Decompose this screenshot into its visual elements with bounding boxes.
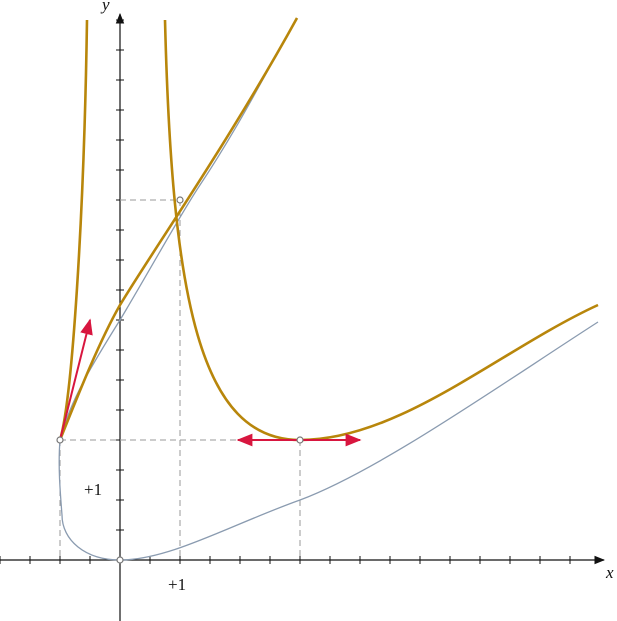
y-unit-label: +1 xyxy=(84,480,102,499)
x-axis-label: x xyxy=(605,563,614,582)
point xyxy=(116,556,124,564)
tangent-arrow xyxy=(59,318,93,441)
gold-right-branch xyxy=(163,19,599,442)
y-axis-label: y xyxy=(100,0,110,14)
gold-left-branch xyxy=(58,19,89,441)
gray-curve xyxy=(58,17,599,561)
point xyxy=(296,436,304,444)
x-unit-label: +1 xyxy=(168,575,186,594)
gold-line-branch xyxy=(58,17,299,441)
point xyxy=(56,436,64,444)
point xyxy=(176,196,184,204)
